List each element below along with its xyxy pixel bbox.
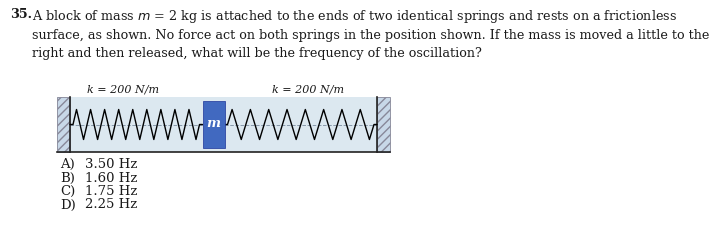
Text: C): C): [60, 185, 76, 198]
Text: A block of mass $m$ = 2 kg is attached to the ends of two identical springs and : A block of mass $m$ = 2 kg is attached t…: [32, 8, 709, 60]
Text: m: m: [206, 117, 221, 130]
Text: k = 200 N/m: k = 200 N/m: [272, 85, 344, 95]
Text: 3.50 Hz: 3.50 Hz: [85, 158, 137, 171]
Text: k = 200 N/m: k = 200 N/m: [87, 85, 159, 95]
Bar: [203, 101, 224, 148]
Text: B): B): [60, 172, 75, 185]
Text: 1.75 Hz: 1.75 Hz: [85, 185, 137, 198]
Text: 35.: 35.: [10, 8, 32, 21]
Bar: [57, 97, 390, 152]
Text: 1.60 Hz: 1.60 Hz: [85, 172, 137, 185]
Text: A): A): [60, 158, 75, 171]
Bar: [377, 97, 390, 152]
Text: D): D): [60, 198, 76, 211]
Text: 2.25 Hz: 2.25 Hz: [85, 198, 137, 211]
Bar: [57, 97, 70, 152]
